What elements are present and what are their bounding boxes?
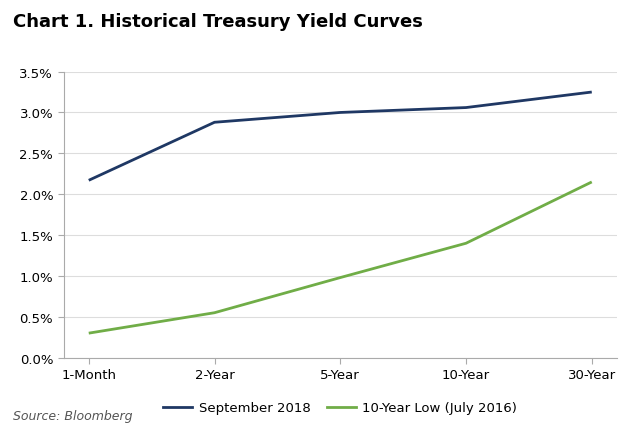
Legend: September 2018, 10-Year Low (July 2016): September 2018, 10-Year Low (July 2016) [163, 402, 517, 414]
Text: Source: Bloomberg: Source: Bloomberg [13, 409, 132, 422]
Text: Chart 1. Historical Treasury Yield Curves: Chart 1. Historical Treasury Yield Curve… [13, 13, 422, 31]
